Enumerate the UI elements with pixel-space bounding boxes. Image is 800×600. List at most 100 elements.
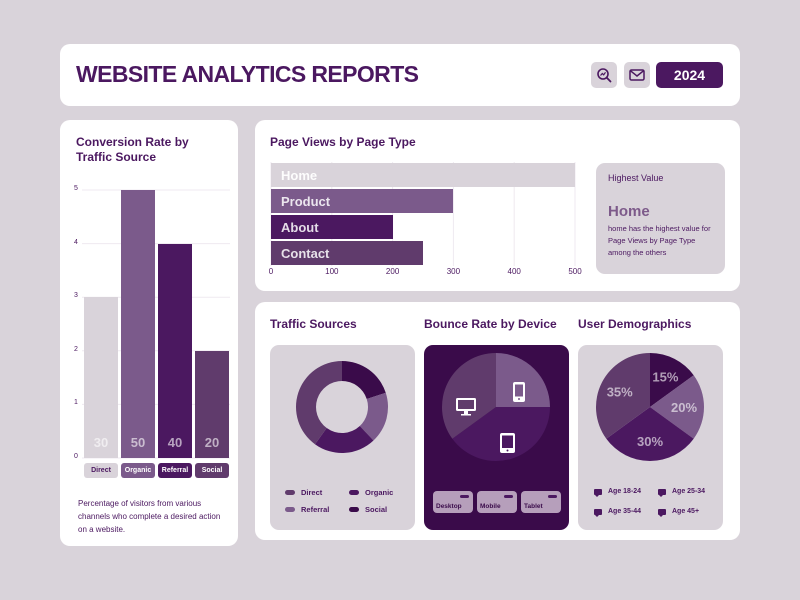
tablet-icon bbox=[500, 433, 515, 453]
page-views-x-tick: 200 bbox=[385, 267, 400, 276]
demographics-pie: 15% 20% 30% 35% bbox=[596, 353, 704, 461]
legend-label: Age 25-34 bbox=[672, 488, 706, 495]
page-views-x-tick: 100 bbox=[325, 267, 339, 276]
demographics-slice bbox=[606, 407, 694, 461]
legend-swatch bbox=[349, 490, 359, 495]
conversion-bar: 40 bbox=[158, 243, 192, 458]
legend-label: Social bbox=[365, 505, 388, 514]
traffic-sources-slice bbox=[314, 425, 374, 453]
conversion-category-label: Direct bbox=[84, 463, 118, 478]
highest-value-box: Highest Value Home home has the highest … bbox=[596, 163, 725, 274]
conversion-y-tick: 3 bbox=[74, 292, 78, 300]
traffic-sources-slice bbox=[359, 392, 388, 441]
page-views-bar: About bbox=[271, 215, 393, 239]
desktop-icon bbox=[456, 398, 476, 416]
page-views-x-tick: 400 bbox=[507, 267, 521, 276]
legend-label: Referral bbox=[301, 505, 330, 514]
demographics-legend-item: Age 25-34 bbox=[658, 488, 706, 497]
conversion-bar-label: 20 bbox=[204, 434, 220, 450]
demographics-legend-item: Age 45+ bbox=[658, 508, 700, 517]
bounce-rate-slice bbox=[442, 353, 496, 439]
demographics-slice-label: 20% bbox=[671, 400, 697, 415]
demographics-slice-label: 30% bbox=[637, 434, 663, 449]
user-demographics-title: User Demographics bbox=[578, 317, 692, 331]
mail-icon bbox=[629, 69, 645, 81]
legend-swatch bbox=[285, 490, 295, 495]
search-chart-icon bbox=[597, 68, 612, 83]
page-views-bar: Home bbox=[271, 163, 575, 187]
bottom-charts-card: Traffic Sources Bounce Rate by Device Us… bbox=[255, 302, 740, 540]
demographics-legend-item: Age 18-24 bbox=[594, 488, 642, 497]
chat-bubble-icon bbox=[594, 488, 602, 497]
mail-button[interactable] bbox=[624, 62, 650, 88]
legend-swatch bbox=[285, 507, 295, 512]
conversion-note: Percentage of visitors from various chan… bbox=[78, 499, 221, 534]
conversion-chart-title: Conversion Rate by Traffic Source bbox=[76, 135, 189, 164]
bounce-rate-device-chip: Mobile bbox=[477, 491, 517, 513]
conversion-y-tick: 4 bbox=[74, 238, 78, 246]
chip-label: Desktop bbox=[436, 503, 462, 510]
page-views-bar: Product bbox=[271, 189, 454, 213]
highest-value-name: Home bbox=[608, 203, 650, 220]
demographics-slice bbox=[650, 375, 704, 439]
page-views-bar-label: About bbox=[281, 219, 319, 235]
bounce-rate-device-chip: Tablet bbox=[521, 491, 561, 513]
page-views-bar-label: Product bbox=[281, 193, 331, 209]
traffic-sources-title: Traffic Sources bbox=[270, 317, 357, 331]
legend-swatch bbox=[349, 507, 359, 512]
chip-indicator bbox=[460, 495, 469, 498]
chat-bubble-icon bbox=[594, 508, 602, 517]
traffic-sources-legend-item: Organic bbox=[349, 488, 393, 497]
demographics-legend-item: Age 35-44 bbox=[594, 508, 642, 517]
demographics-slice-label: 15% bbox=[652, 370, 678, 385]
conversion-bar: 20 bbox=[195, 350, 229, 458]
demographics-slice bbox=[650, 353, 694, 407]
traffic-sources-legend-item: Social bbox=[349, 505, 387, 514]
chat-bubble-icon bbox=[658, 488, 666, 497]
search-analytics-button[interactable] bbox=[591, 62, 617, 88]
page-title: WEBSITE ANALYTICS REPORTS bbox=[76, 61, 419, 87]
traffic-sources-slice bbox=[342, 361, 386, 399]
demographics-slice bbox=[596, 353, 650, 439]
bounce-rate-panel: Desktop Mobile Tablet bbox=[424, 345, 569, 530]
conversion-bar-label: 50 bbox=[130, 435, 146, 450]
chip-label: Mobile bbox=[480, 503, 501, 510]
conversion-category-label: Referral bbox=[158, 463, 192, 478]
bounce-rate-pie bbox=[442, 353, 550, 461]
highest-value-description: home has the highest value for Page View… bbox=[608, 224, 711, 257]
header-bar: WEBSITE ANALYTICS REPORTS 2024 bbox=[60, 44, 740, 106]
year-selector-button[interactable]: 2024 bbox=[656, 62, 723, 88]
traffic-sources-legend-item: Direct bbox=[285, 488, 322, 497]
page-views-x-tick: 300 bbox=[446, 267, 461, 276]
conversion-y-tick: 1 bbox=[74, 399, 78, 407]
bounce-rate-device-chip: Desktop bbox=[433, 491, 473, 513]
conversion-bar-label: 40 bbox=[167, 434, 183, 450]
chat-bubble-icon bbox=[658, 508, 666, 517]
legend-label: Age 35-44 bbox=[608, 508, 642, 515]
conversion-bar: 50 bbox=[121, 190, 155, 458]
conversion-category-label: Social bbox=[195, 463, 229, 478]
page-views-bar-label: Home bbox=[281, 167, 318, 183]
chip-indicator bbox=[548, 495, 557, 498]
traffic-sources-panel: Direct Organic Referral Social bbox=[270, 345, 415, 530]
page-views-card: Page Views by Page Type Home Product About… bbox=[255, 120, 740, 291]
conversion-bar-label: 30 bbox=[93, 434, 109, 450]
conversion-category-label: Organic bbox=[121, 463, 155, 478]
page-views-bar-label: Contact bbox=[281, 245, 330, 261]
legend-label: Age 18-24 bbox=[608, 488, 642, 495]
legend-label: Age 45+ bbox=[672, 508, 700, 515]
legend-label: Organic bbox=[365, 488, 394, 497]
conversion-y-tick: 5 bbox=[74, 185, 78, 192]
page-views-x-tick: 500 bbox=[568, 267, 582, 276]
traffic-sources-slice bbox=[296, 361, 342, 445]
legend-label: Direct bbox=[301, 488, 323, 497]
chip-label: Tablet bbox=[524, 503, 543, 510]
conversion-y-tick: 0 bbox=[74, 453, 78, 460]
bounce-rate-title: Bounce Rate by Device bbox=[424, 317, 557, 331]
traffic-sources-donut bbox=[296, 361, 388, 453]
page-views-title: Page Views by Page Type bbox=[270, 135, 416, 149]
demographics-panel: 15% 20% 30% 35% Age 18-24 Age 25-34 Age 35-44… bbox=[578, 345, 723, 530]
highest-value-label: Highest Value bbox=[608, 173, 664, 183]
demographics-slice-label: 35% bbox=[607, 385, 633, 400]
traffic-sources-legend-item: Referral bbox=[285, 505, 329, 514]
